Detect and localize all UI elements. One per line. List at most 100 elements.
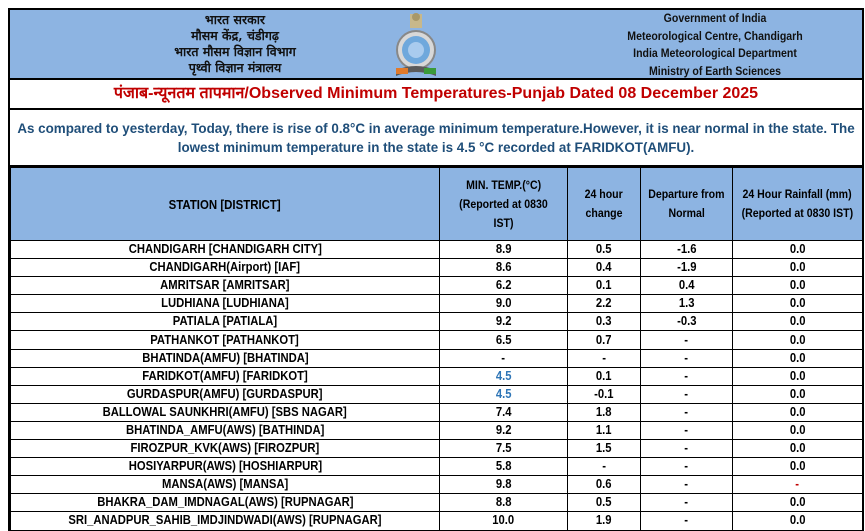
station-cell: SRI_ANADPUR_SAHIB_IMDJINDWADI(AWS) [RUPN… — [10, 511, 440, 531]
change-cell: 1.9 — [567, 511, 641, 531]
rainfall-cell: 0.0 — [732, 258, 863, 278]
letterhead: भारत सरकार मौसम केंद्र, चंडीगढ़ भारत मौस… — [10, 10, 862, 80]
min-temp-cell: 9.8 — [439, 475, 568, 495]
table-header-row: STATION [DISTRICT] MIN. TEMP.(°C) (Report… — [10, 167, 863, 241]
english-org-name: Government of India Meteorological Centr… — [614, 10, 816, 80]
departure-cell: - — [640, 348, 733, 368]
min-temp-cell: 10.0 — [439, 511, 568, 531]
change-cell: 0.7 — [567, 330, 641, 350]
rainfall-cell: - — [732, 475, 863, 495]
hindi-line: पृथ्वी विज्ञान मंत्रालय — [188, 60, 282, 75]
hindi-org-name: भारत सरकार मौसम केंद्र, चंडीगढ़ भारत मौस… — [135, 12, 335, 76]
rainfall-cell: 0.0 — [732, 330, 863, 350]
table-row: BALLOWAL SAUNKHRI(AMFU) [SBS NAGAR] 7.4 1.… — [10, 402, 863, 422]
table-row: HOSIYARPUR(AWS) [HOSHIARPUR] 5.8- -0.0 — [10, 457, 863, 477]
station-cell: BHAKRA_DAM_IMDNAGAL(AWS) [RUPNAGAR] — [10, 493, 440, 513]
station-cell: CHANDIGARH(Airport) [IAF] — [10, 258, 440, 278]
table-row: CHANDIGARH [CHANDIGARH CITY] 8.9 0.5 -1.6 0.… — [10, 239, 863, 260]
table-row: GURDASPUR(AMFU) [GURDASPUR] 4.5 -0.1-0.0 — [10, 384, 863, 404]
min-temp-cell: 4.5 — [439, 384, 568, 404]
rainfall-cell: 0.0 — [732, 420, 863, 441]
rainfall-cell: 0.0 — [732, 276, 863, 296]
table-row: SRI_ANADPUR_SAHIB_IMDJINDWADI(AWS) [RUPN… — [10, 511, 863, 531]
min-temp-cell: 8.8 — [439, 493, 568, 513]
rainfall-cell: 0.0 — [732, 439, 863, 459]
summary-text: As compared to yesterday, Today, there i… — [10, 110, 862, 167]
imd-emblem-icon — [396, 13, 436, 76]
table-row: AMRITSAR [AMRITSAR] 6.2 0.1 0.4 0.0 — [10, 276, 863, 296]
hindi-line: मौसम केंद्र, चंडीगढ़ — [191, 28, 279, 43]
table-row: BHATINDA_AMFU(AWS) [BATHINDA] 9.2 1.1-0.0 — [10, 420, 863, 441]
departure-cell: - — [640, 475, 733, 495]
rainfall-cell: 0.0 — [732, 384, 863, 404]
min-temp-cell: 8.9 — [439, 239, 568, 260]
station-cell: PATIALA [PATIALA] — [10, 312, 440, 332]
station-cell: GURDASPUR(AMFU) [GURDASPUR] — [10, 384, 440, 404]
change-cell: 2.2 — [567, 294, 641, 314]
rainfall-cell: 0.0 — [732, 493, 863, 513]
change-cell: 0.5 — [567, 239, 641, 260]
station-cell: MANSA(AWS) [MANSA] — [10, 475, 440, 495]
departure-cell: - — [640, 384, 733, 404]
departure-cell: 0.4 — [640, 276, 733, 296]
change-cell: 1.1 — [567, 420, 641, 441]
table-row: PATHANKOT [PATHANKOT] 6.5 0.7-0.0 — [10, 330, 863, 350]
station-cell: HOSIYARPUR(AWS) [HOSHIARPUR] — [10, 457, 440, 477]
english-line: Government of India — [663, 11, 767, 25]
rainfall-cell: 0.0 — [732, 294, 863, 314]
table-row: PATIALA [PATIALA] 9.2 0.3 -0.3 0.0 — [10, 312, 863, 332]
rainfall-cell: 0.0 — [732, 366, 863, 386]
min-temp-cell: 4.5 — [439, 366, 568, 386]
station-cell: FIROZPUR_KVK(AWS) [FIROZPUR] — [10, 439, 440, 459]
min-temp-cell: 9.0 — [439, 294, 568, 314]
header-station: STATION [DISTRICT] — [10, 167, 440, 241]
bulletin: भारत सरकार मौसम केंद्र, चंडीगढ़ भारत मौस… — [8, 8, 864, 531]
change-cell: -0.1 — [567, 384, 641, 404]
min-temp-cell: 7.4 — [439, 402, 568, 422]
rainfall-cell: 0.0 — [732, 312, 863, 332]
min-temp-cell: 9.2 — [439, 312, 568, 332]
header-departure: Departure from Normal — [640, 167, 733, 241]
departure-cell: - — [640, 366, 733, 386]
hindi-line: भारत मौसम विज्ञान विभाग — [174, 44, 296, 59]
min-temp-cell: 9.2 — [439, 420, 568, 441]
station-cell: PATHANKOT [PATHANKOT] — [10, 330, 440, 350]
table-row: MANSA(AWS) [MANSA] 9.8 0.6- - — [10, 475, 863, 495]
change-cell: 0.1 — [567, 366, 641, 386]
departure-cell: -1.6 — [640, 239, 733, 260]
table-row: BHATINDA(AMFU) [BHATINDA] - - -0.0 — [10, 348, 863, 368]
hindi-line: भारत सरकार — [204, 12, 266, 27]
rainfall-cell: 0.0 — [732, 348, 863, 368]
change-cell: 1.5 — [567, 439, 641, 459]
station-cell: BALLOWAL SAUNKHRI(AMFU) [SBS NAGAR] — [10, 402, 440, 422]
departure-cell: -1.9 — [640, 258, 733, 278]
rainfall-cell: 0.0 — [732, 511, 863, 531]
rainfall-cell: 0.0 — [732, 457, 863, 477]
min-temp-cell: - — [439, 348, 568, 368]
departure-cell: - — [640, 330, 733, 350]
departure-cell: -0.3 — [640, 312, 733, 332]
departure-cell: - — [640, 493, 733, 513]
min-temp-cell: 8.6 — [439, 258, 568, 278]
change-cell: 0.4 — [567, 258, 641, 278]
station-cell: CHANDIGARH [CHANDIGARH CITY] — [10, 239, 440, 260]
header-rainfall: 24 Hour Rainfall (mm) (Reported at 0830 I… — [732, 167, 863, 241]
min-temp-cell: 5.8 — [439, 457, 568, 477]
change-cell: 1.8 — [567, 402, 641, 422]
change-cell: - — [567, 457, 641, 477]
station-cell: LUDHIANA [LUDHIANA] — [10, 294, 440, 314]
table-row: LUDHIANA [LUDHIANA] 9.0 2.2 1.3 0.0 — [10, 294, 863, 314]
header-change: 24 hour change — [567, 167, 641, 241]
change-cell: 0.3 — [567, 312, 641, 332]
station-cell: AMRITSAR [AMRITSAR] — [10, 276, 440, 296]
station-cell: BHATINDA_AMFU(AWS) [BATHINDA] — [10, 420, 440, 441]
table-row: BHAKRA_DAM_IMDNAGAL(AWS) [RUPNAGAR] 8.8 0.… — [10, 493, 863, 513]
station-cell: BHATINDA(AMFU) [BHATINDA] — [10, 348, 440, 368]
departure-cell: - — [640, 420, 733, 441]
english-line: India Meteorological Department — [633, 46, 797, 60]
header-min-temp: MIN. TEMP.(°C) (Reported at 0830 IST) — [439, 167, 568, 241]
table-row: CHANDIGARH(Airport) [IAF] 8.6 0.4 -1.9 0.0 — [10, 258, 863, 278]
english-line: Ministry of Earth Sciences — [648, 63, 782, 78]
min-temp-cell: 6.5 — [439, 330, 568, 350]
departure-cell: - — [640, 511, 733, 531]
